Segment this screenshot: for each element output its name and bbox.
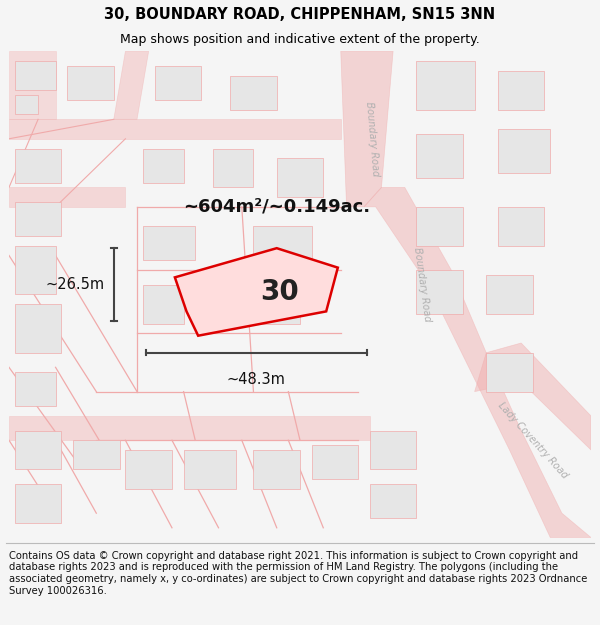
Polygon shape (9, 416, 370, 440)
Polygon shape (15, 246, 56, 294)
Polygon shape (486, 352, 533, 392)
Text: Lady Coventry Road: Lady Coventry Road (496, 400, 569, 481)
Text: 30, BOUNDARY ROAD, CHIPPENHAM, SN15 3NN: 30, BOUNDARY ROAD, CHIPPENHAM, SN15 3NN (104, 7, 496, 22)
Polygon shape (155, 66, 201, 100)
Polygon shape (15, 95, 38, 114)
Polygon shape (143, 149, 184, 182)
Polygon shape (364, 188, 591, 538)
Polygon shape (15, 304, 61, 352)
Polygon shape (498, 207, 544, 246)
Polygon shape (175, 248, 338, 336)
Text: Boundary Road: Boundary Road (364, 101, 381, 177)
Text: Contains OS data © Crown copyright and database right 2021. This information is : Contains OS data © Crown copyright and d… (9, 551, 587, 596)
Polygon shape (73, 440, 119, 469)
Polygon shape (67, 66, 114, 100)
Polygon shape (311, 445, 358, 479)
Text: ~604m²/~0.149ac.: ~604m²/~0.149ac. (184, 198, 371, 216)
Text: ~48.3m: ~48.3m (227, 372, 286, 387)
Polygon shape (212, 149, 253, 188)
Polygon shape (15, 372, 56, 406)
Polygon shape (9, 51, 56, 119)
Polygon shape (277, 158, 323, 197)
Polygon shape (370, 484, 416, 518)
Polygon shape (498, 129, 550, 173)
Text: Map shows position and indicative extent of the property.: Map shows position and indicative extent… (120, 34, 480, 46)
Polygon shape (416, 61, 475, 109)
Polygon shape (184, 450, 236, 489)
Polygon shape (341, 51, 393, 207)
Polygon shape (416, 207, 463, 246)
Polygon shape (15, 202, 61, 236)
Polygon shape (143, 226, 195, 261)
Polygon shape (253, 226, 311, 261)
Polygon shape (125, 450, 172, 489)
Polygon shape (416, 134, 463, 178)
Text: ~26.5m: ~26.5m (46, 277, 105, 292)
Polygon shape (15, 61, 56, 90)
Polygon shape (143, 284, 184, 324)
Text: 30: 30 (260, 278, 299, 306)
Polygon shape (15, 484, 61, 523)
Polygon shape (498, 71, 544, 109)
Polygon shape (9, 188, 125, 207)
Text: Boundary Road: Boundary Road (412, 247, 433, 322)
Polygon shape (416, 270, 463, 314)
Polygon shape (9, 119, 341, 139)
Polygon shape (475, 343, 591, 450)
Polygon shape (15, 431, 61, 469)
Polygon shape (114, 51, 149, 119)
Polygon shape (370, 431, 416, 469)
Polygon shape (253, 450, 300, 489)
Polygon shape (15, 149, 61, 182)
Polygon shape (253, 284, 300, 324)
Polygon shape (230, 76, 277, 109)
Polygon shape (486, 275, 533, 314)
